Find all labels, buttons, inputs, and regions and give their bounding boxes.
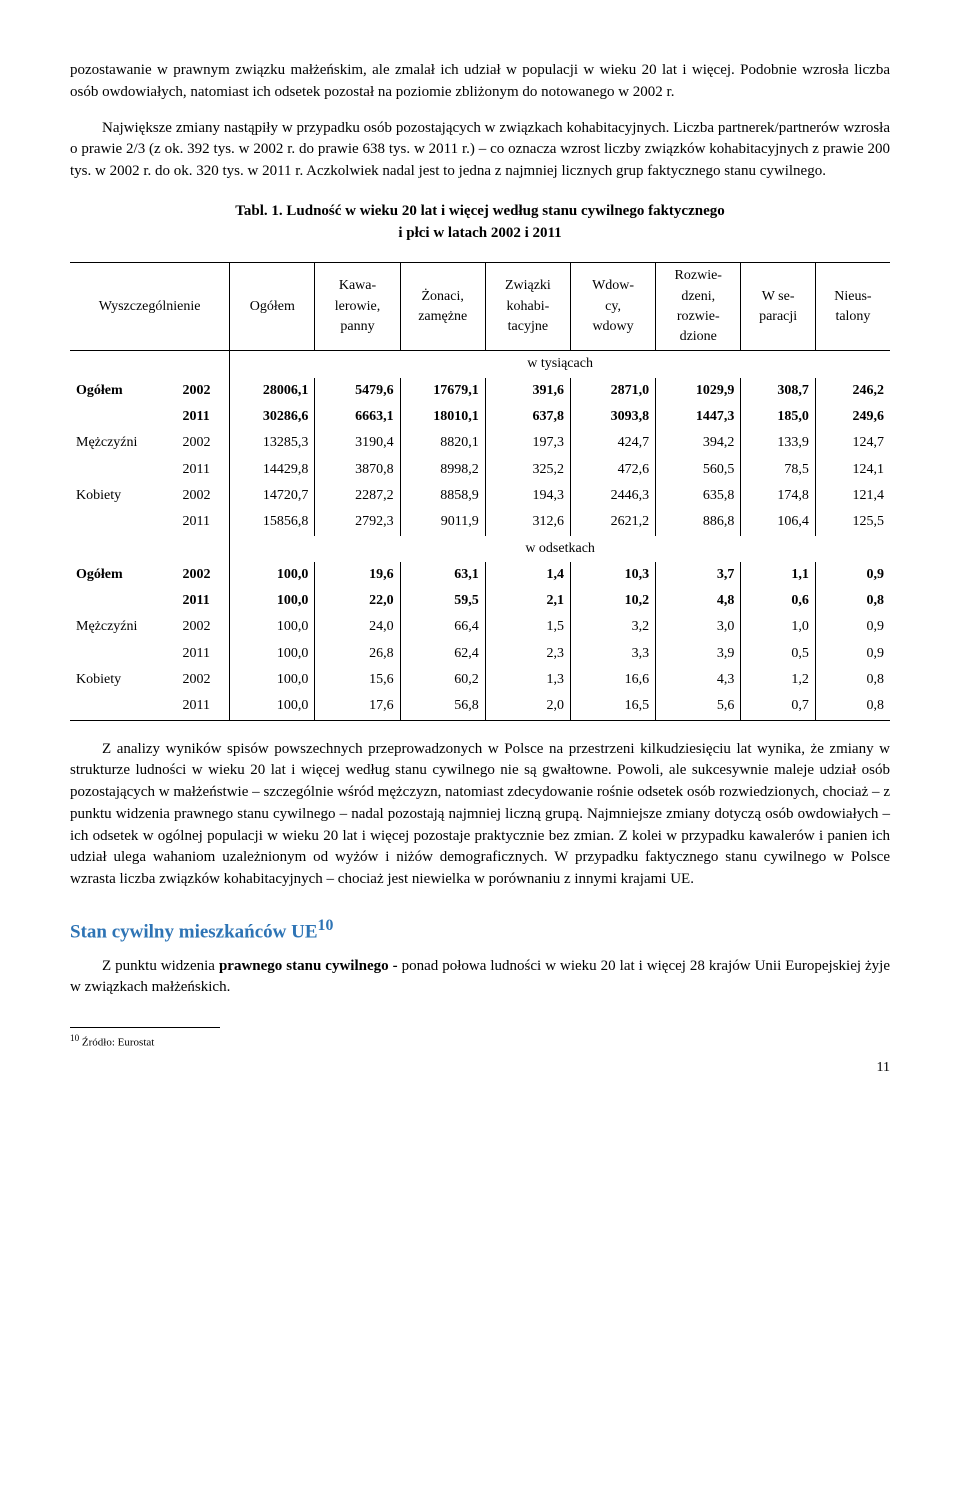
paragraph-4: Z punktu widzenia prawnego stanu cywilne… (70, 956, 890, 1000)
table-row: Ogółem200228006,15479,617679,1391,62871,… (70, 378, 890, 404)
paragraph-3: Z analizy wyników spisów powszechnych pr… (70, 739, 890, 891)
th-nieustalony: Nieus- talony (815, 263, 890, 351)
th-ogolem: Ogółem (230, 263, 315, 351)
table-title: Tabl. 1. Ludność w wieku 20 lat i więcej… (70, 201, 890, 245)
section-heading-sup: 10 (318, 917, 334, 934)
table-subheader: w tysiącach (70, 351, 890, 378)
paragraph-2: Największe zmiany nastąpiły w przypadku … (70, 118, 890, 183)
th-wyszczegolnienie: Wyszczególnienie (70, 263, 230, 351)
paragraph-1: pozostawanie w prawnym związku małżeński… (70, 60, 890, 104)
table-row: 2011100,022,059,52,110,24,80,60,8 (70, 588, 890, 614)
table-row: Kobiety200214720,72287,28858,9194,32446,… (70, 483, 890, 509)
table-row: 2011100,017,656,82,016,55,60,70,8 (70, 693, 890, 720)
table-row: 201114429,83870,88998,2325,2472,6560,578… (70, 457, 890, 483)
footnote-marker: 10 (70, 1033, 79, 1043)
table-title-line2: i płci w latach 2002 i 2011 (398, 225, 561, 241)
section-heading: Stan cywilny mieszkańców UE10 (70, 915, 890, 946)
table-row: Mężczyźni2002100,024,066,41,53,23,01,00,… (70, 614, 890, 640)
table-row: 2011100,026,862,42,33,33,90,50,9 (70, 641, 890, 667)
table-subheader: w odsetkach (70, 536, 890, 562)
th-wdowcy: Wdow- cy, wdowy (570, 263, 655, 351)
page-number: 11 (70, 1058, 890, 1078)
footnote: 10 Źródło: Eurostat (70, 1032, 890, 1052)
table-row: 201115856,82792,39011,9312,62621,2886,81… (70, 509, 890, 535)
table-row: Mężczyźni200213285,33190,48820,1197,3424… (70, 430, 890, 456)
th-separacji: W se- paracji (741, 263, 816, 351)
th-kawalerowie: Kawa- lerowie, panny (315, 263, 400, 351)
population-table: Wyszczególnienie Ogółem Kawa- lerowie, p… (70, 262, 890, 720)
th-rozwiedzeni: Rozwie- dzeni, rozwie- dzione (656, 263, 741, 351)
table-title-line1: Tabl. 1. Ludność w wieku 20 lat i więcej… (235, 203, 724, 219)
section-heading-text: Stan cywilny mieszkańców UE (70, 921, 318, 942)
table-row: Ogółem2002100,019,663,11,410,33,71,10,9 (70, 562, 890, 588)
th-zwiazki: Związki kohabi- tacyjne (485, 263, 570, 351)
table-row: Kobiety2002100,015,660,21,316,64,31,20,8 (70, 667, 890, 693)
footnote-rule (70, 1027, 220, 1028)
th-zonaci: Żonaci, zamężne (400, 263, 485, 351)
table-row: 201130286,66663,118010,1637,83093,81447,… (70, 404, 890, 430)
